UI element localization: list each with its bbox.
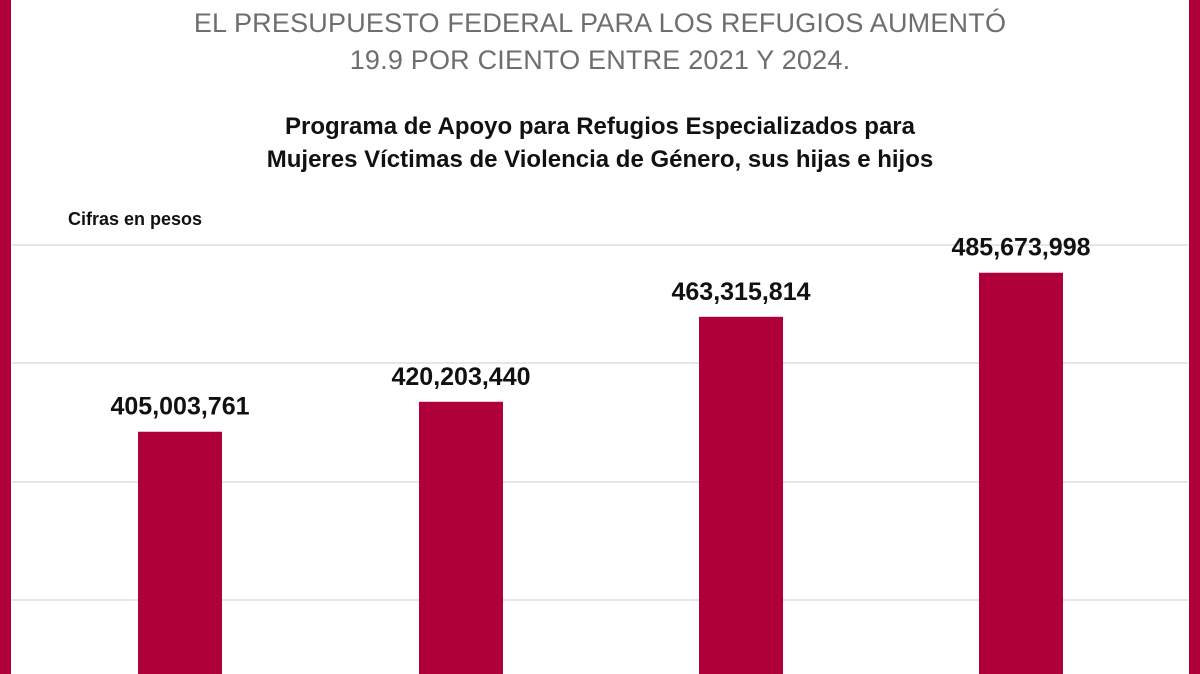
chart-title-line-2: Mujeres Víctimas de Violencia de Género,… <box>266 146 934 173</box>
data-label: 420,203,440 <box>391 363 530 391</box>
data-label: 485,673,998 <box>951 234 1090 262</box>
bar <box>699 316 783 674</box>
data-label: 463,315,814 <box>671 278 810 306</box>
right-border <box>1189 0 1200 674</box>
bar <box>979 272 1063 674</box>
headline-line-2: 19.9 POR CIENTO ENTRE 2021 Y 2024. <box>349 45 851 75</box>
left-border <box>0 0 11 674</box>
headline-line-1: EL PRESUPUESTO FEDERAL PARA LOS REFUGIOS… <box>193 8 1007 38</box>
bar <box>419 401 503 674</box>
data-label: 405,003,761 <box>110 393 249 421</box>
y-axis-label: Cifras en pesos <box>68 209 203 229</box>
chart-title: Programa de Apoyo para Refugios Especial… <box>0 110 1200 176</box>
bar <box>138 431 222 674</box>
chart-title-line-1: Programa de Apoyo para Refugios Especial… <box>285 113 915 140</box>
headline: EL PRESUPUESTO FEDERAL PARA LOS REFUGIOS… <box>0 5 1200 79</box>
